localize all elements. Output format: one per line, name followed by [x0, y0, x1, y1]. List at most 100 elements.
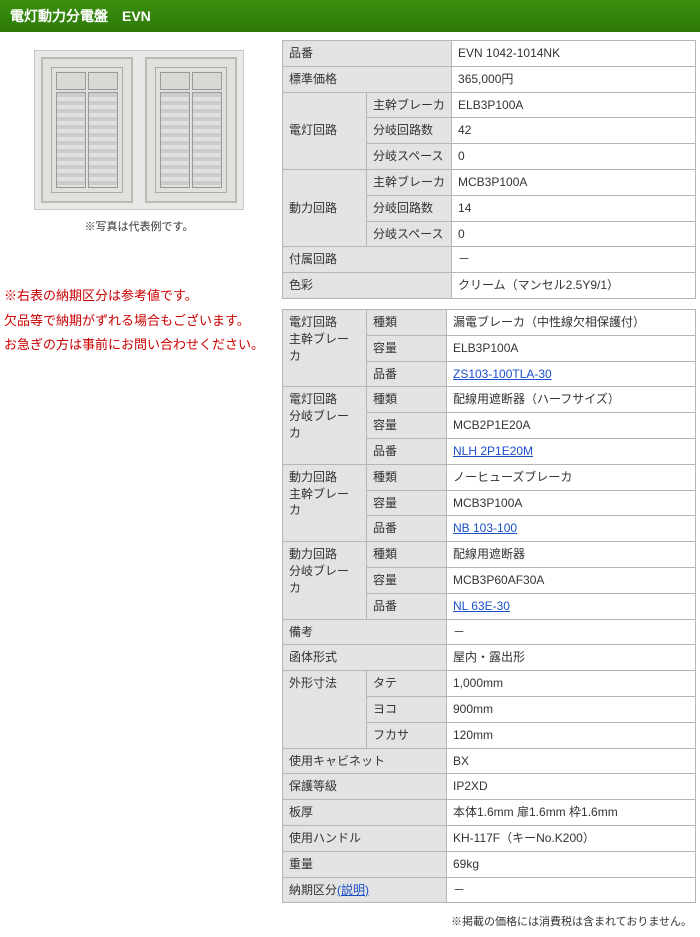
content-area: ※写真は代表例です。 ※右表の納期区分は参考値です。 欠品等で納期がずれる場合も… — [0, 32, 700, 937]
cell-label: 種類 — [367, 387, 447, 413]
notice-line: 欠品等で納期がずれる場合もございます。 — [4, 309, 274, 334]
cell-label: 品番 — [367, 361, 447, 387]
table-row: 標準価格 365,000円 — [283, 66, 696, 92]
cell-label: 品番 — [367, 593, 447, 619]
cell-label: 動力回路 主幹ブレーカ — [283, 464, 367, 541]
cell-value: 0 — [452, 221, 696, 247]
cell-value: 0 — [452, 144, 696, 170]
table-row: 板厚 本体1.6mm 扉1.6mm 枠1.6mm — [283, 800, 696, 826]
cell-label: 重量 — [283, 851, 447, 877]
cell-label: タテ — [367, 671, 447, 697]
cell-label: 函体形式 — [283, 645, 447, 671]
spec-table-2: 電灯回路 主幹ブレーカ 種類 漏電ブレーカ（中性線欠相保護付） 容量 ELB3P… — [282, 309, 696, 903]
cell-label: 保護等級 — [283, 774, 447, 800]
table-row: 重量 69kg — [283, 851, 696, 877]
table-row: 保護等級 IP2XD — [283, 774, 696, 800]
cell-value: クリーム（マンセル2.5Y9/1） — [452, 273, 696, 299]
table-row: 付属回路 － — [283, 247, 696, 273]
part-link[interactable]: ZS103-100TLA-30 — [453, 367, 552, 381]
cell-value: BX — [447, 748, 696, 774]
cell-label: 容量 — [367, 567, 447, 593]
product-image — [34, 50, 244, 210]
cell-value: MCB2P1E20A — [447, 413, 696, 439]
cell-value: 配線用遮断器（ハーフサイズ） — [447, 387, 696, 413]
cell-value: 900mm — [447, 696, 696, 722]
page-header: 電灯動力分電盤 EVN — [0, 0, 700, 32]
image-caption: ※写真は代表例です。 — [4, 218, 274, 234]
cell-value: － — [447, 619, 696, 645]
cell-value: 69kg — [447, 851, 696, 877]
cell-label: 使用ハンドル — [283, 825, 447, 851]
table-row: 備考 － — [283, 619, 696, 645]
left-column: ※写真は代表例です。 ※右表の納期区分は参考値です。 欠品等で納期がずれる場合も… — [4, 40, 274, 929]
table-row: 電灯回路 分岐ブレーカ 種類 配線用遮断器（ハーフサイズ） — [283, 387, 696, 413]
cell-label: 分岐スペース — [367, 144, 452, 170]
cell-value: 14 — [452, 195, 696, 221]
cell-label: 電灯回路 主幹ブレーカ — [283, 309, 367, 386]
cell-label: 付属回路 — [283, 247, 452, 273]
cell-value: MCB3P100A — [452, 169, 696, 195]
nouki-help-link[interactable]: (説明) — [337, 883, 369, 897]
table-row: 電灯回路 主幹ブレーカ ELB3P100A — [283, 92, 696, 118]
table-row: 使用キャビネット BX — [283, 748, 696, 774]
cell-label: 分岐回路数 — [367, 195, 452, 221]
cell-label: 標準価格 — [283, 66, 452, 92]
cell-value: 配線用遮断器 — [447, 542, 696, 568]
cell-label: 容量 — [367, 335, 447, 361]
cell-value: 120mm — [447, 722, 696, 748]
cell-label: 電灯回路 — [283, 92, 367, 169]
cell-label: 動力回路 分岐ブレーカ — [283, 542, 367, 619]
cell-label: 容量 — [367, 490, 447, 516]
cell-value: 1,000mm — [447, 671, 696, 697]
cell-label: 板厚 — [283, 800, 447, 826]
table-row: 納期区分(説明) － — [283, 877, 696, 903]
part-link[interactable]: NLH 2P1E20M — [453, 444, 533, 458]
cell-label: 主幹ブレーカ — [367, 169, 452, 195]
part-link[interactable]: NB 103-100 — [453, 521, 517, 535]
cell-value: 漏電ブレーカ（中性線欠相保護付） — [447, 309, 696, 335]
notice-text: ※右表の納期区分は参考値です。 欠品等で納期がずれる場合もございます。 お急ぎの… — [4, 284, 274, 358]
cell-label: 納期区分(説明) — [283, 877, 447, 903]
cell-label: 容量 — [367, 413, 447, 439]
cell-label: 品番 — [367, 516, 447, 542]
cell-label: 種類 — [367, 542, 447, 568]
cell-value: ノーヒューズブレーカ — [447, 464, 696, 490]
notice-line: ※右表の納期区分は参考値です。 — [4, 284, 274, 309]
table-row: 外形寸法 タテ 1,000mm — [283, 671, 696, 697]
right-column: 品番 EVN 1042-1014NK 標準価格 365,000円 電灯回路 主幹… — [282, 40, 696, 929]
part-link[interactable]: NL 63E-30 — [453, 599, 510, 613]
cell-label: 動力回路 — [283, 169, 367, 246]
table-row: 動力回路 主幹ブレーカ MCB3P100A — [283, 169, 696, 195]
table-row: 電灯回路 主幹ブレーカ 種類 漏電ブレーカ（中性線欠相保護付） — [283, 309, 696, 335]
price-footnote: ※掲載の価格には消費税は含まれておりません。 — [282, 913, 696, 929]
cell-value: EVN 1042-1014NK — [452, 41, 696, 67]
cell-label: 備考 — [283, 619, 447, 645]
cell-label: 品番 — [283, 41, 452, 67]
cell-label: 電灯回路 分岐ブレーカ — [283, 387, 367, 464]
cell-label: 使用キャビネット — [283, 748, 447, 774]
cell-value: 365,000円 — [452, 66, 696, 92]
spec-table-1: 品番 EVN 1042-1014NK 標準価格 365,000円 電灯回路 主幹… — [282, 40, 696, 299]
table-row: 品番 EVN 1042-1014NK — [283, 41, 696, 67]
cell-label: 主幹ブレーカ — [367, 92, 452, 118]
table-row: 動力回路 分岐ブレーカ 種類 配線用遮断器 — [283, 542, 696, 568]
cell-label: ヨコ — [367, 696, 447, 722]
cell-value: 42 — [452, 118, 696, 144]
cell-value: KH-117F（キーNo.K200） — [447, 825, 696, 851]
cell-value: NLH 2P1E20M — [447, 438, 696, 464]
table-row: 色彩 クリーム（マンセル2.5Y9/1） — [283, 273, 696, 299]
cell-label: 色彩 — [283, 273, 452, 299]
cell-label: 品番 — [367, 438, 447, 464]
cell-label: フカサ — [367, 722, 447, 748]
cell-value: － — [452, 247, 696, 273]
cell-value: － — [447, 877, 696, 903]
table-row: 動力回路 主幹ブレーカ 種類 ノーヒューズブレーカ — [283, 464, 696, 490]
cell-value: 本体1.6mm 扉1.6mm 枠1.6mm — [447, 800, 696, 826]
nouki-label: 納期区分 — [289, 883, 337, 897]
cell-value: 屋内・露出形 — [447, 645, 696, 671]
page-title: 電灯動力分電盤 EVN — [10, 8, 151, 24]
cell-label: 種類 — [367, 464, 447, 490]
cell-value: ZS103-100TLA-30 — [447, 361, 696, 387]
cell-value: ELB3P100A — [452, 92, 696, 118]
cell-label: 外形寸法 — [283, 671, 367, 748]
